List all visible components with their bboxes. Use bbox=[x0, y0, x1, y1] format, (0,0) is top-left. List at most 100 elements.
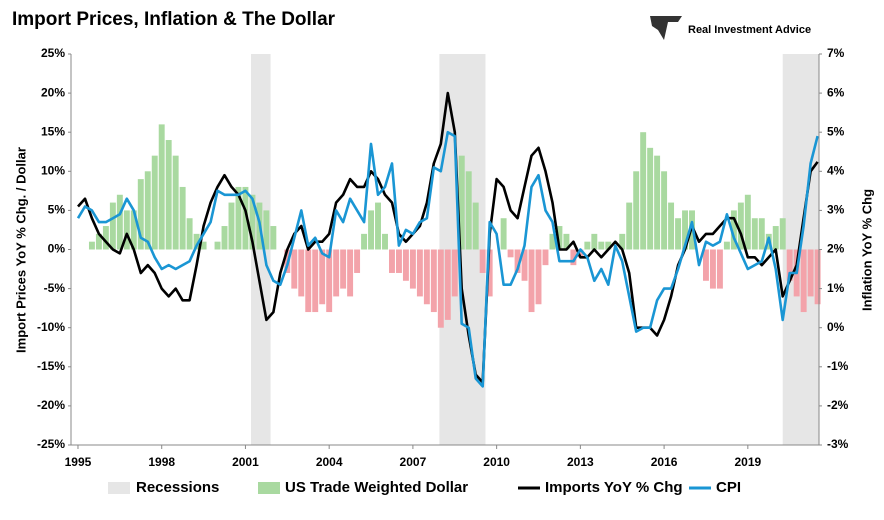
dollar-bar bbox=[326, 249, 333, 313]
dollar-bar bbox=[716, 249, 723, 289]
dollar-bar bbox=[249, 194, 256, 250]
dollar-bar bbox=[535, 249, 542, 305]
dollar-bar bbox=[214, 241, 221, 250]
legend-swatch bbox=[258, 482, 280, 494]
y-tick-label: 5% bbox=[48, 203, 66, 217]
dollar-bar bbox=[375, 202, 381, 250]
dollar-bar bbox=[486, 249, 493, 297]
dollar-bar bbox=[123, 210, 130, 250]
logo: Real Investment Advice bbox=[650, 16, 811, 40]
dollar-bar bbox=[291, 249, 298, 289]
dollar-bar bbox=[730, 210, 737, 250]
dollar-bar bbox=[737, 202, 744, 250]
dollar-bar bbox=[151, 155, 158, 250]
y-tick-label: -20% bbox=[37, 398, 65, 412]
dollar-bar bbox=[130, 210, 137, 250]
dollar-bar bbox=[500, 218, 507, 250]
dollar-bar bbox=[137, 179, 144, 250]
y2-tick-label: -2% bbox=[827, 398, 849, 412]
x-tick-label: 2010 bbox=[483, 455, 510, 469]
dollar-bar bbox=[647, 147, 654, 250]
dollar-bar bbox=[451, 249, 458, 297]
legend-label: Imports YoY % Chg bbox=[545, 479, 683, 496]
dollar-bar bbox=[437, 249, 444, 328]
y-tick-label: -5% bbox=[44, 281, 66, 295]
dollar-bar bbox=[605, 241, 612, 250]
y-tick-label: 0% bbox=[48, 242, 66, 256]
dollar-bar bbox=[584, 241, 591, 250]
dollar-bar bbox=[319, 249, 326, 305]
x-tick-label: 2019 bbox=[734, 455, 761, 469]
logo-icon bbox=[650, 16, 682, 40]
dollar-bar bbox=[661, 171, 668, 250]
dollar-bar bbox=[514, 249, 521, 273]
dollar-bar bbox=[158, 124, 165, 250]
x-tick-label: 2007 bbox=[400, 455, 427, 469]
dollar-bar bbox=[598, 241, 605, 250]
dollar-bar bbox=[779, 218, 786, 250]
dollar-bar bbox=[298, 249, 305, 297]
dollar-bar bbox=[354, 249, 361, 273]
dollar-bar bbox=[444, 249, 451, 320]
dollar-bar bbox=[430, 249, 437, 313]
dollar-bar bbox=[702, 249, 709, 281]
dollar-bar bbox=[640, 132, 647, 250]
x-tick-label: 1995 bbox=[65, 455, 92, 469]
y2-tick-label: 7% bbox=[827, 46, 845, 60]
dollar-bar bbox=[340, 249, 347, 289]
y-tick-label: -25% bbox=[37, 437, 65, 451]
dollar-bar bbox=[549, 233, 556, 250]
x-tick-label: 2001 bbox=[232, 455, 259, 469]
dollar-bar bbox=[165, 140, 172, 250]
y-tick-label: 25% bbox=[41, 46, 65, 60]
y-tick-label: -10% bbox=[37, 320, 65, 334]
plot-area bbox=[76, 54, 821, 445]
y2-tick-label: -1% bbox=[827, 359, 849, 373]
dollar-bar bbox=[88, 241, 95, 250]
y-tick-label: 20% bbox=[41, 85, 65, 99]
dollar-bar bbox=[521, 249, 528, 281]
dollar-bar bbox=[263, 210, 270, 250]
dollar-bar bbox=[682, 210, 688, 250]
dollar-bar bbox=[333, 249, 340, 297]
y2-axis-label: Inflation YoY % Chg bbox=[859, 189, 874, 311]
dollar-bar bbox=[479, 249, 486, 273]
dollar-bar bbox=[172, 155, 179, 250]
dollar-bar bbox=[95, 233, 102, 250]
dollar-bar bbox=[382, 233, 388, 250]
y-tick-label: -15% bbox=[37, 359, 65, 373]
dollar-bar bbox=[458, 155, 465, 250]
x-tick-label: 2016 bbox=[651, 455, 678, 469]
dollar-bar bbox=[409, 249, 416, 289]
legend-label: US Trade Weighted Dollar bbox=[285, 479, 468, 496]
dollar-bar bbox=[395, 249, 402, 273]
legend-swatch bbox=[108, 482, 130, 494]
dollar-bar bbox=[179, 186, 186, 250]
dollar-bar bbox=[305, 249, 312, 313]
dollar-bar bbox=[368, 210, 375, 250]
dollar-bar bbox=[416, 249, 423, 297]
dollar-bar bbox=[528, 249, 535, 313]
dollar-bar bbox=[423, 249, 430, 305]
dollar-bar bbox=[542, 249, 549, 266]
dollar-bar bbox=[619, 233, 626, 250]
dollar-bar bbox=[472, 202, 479, 250]
dollar-bar bbox=[758, 218, 765, 250]
dollar-bar bbox=[626, 202, 633, 250]
y2-tick-label: 0% bbox=[827, 320, 845, 334]
dollar-bar bbox=[772, 226, 779, 250]
dollar-bar bbox=[465, 171, 472, 250]
dollar-bar bbox=[347, 249, 354, 297]
y2-tick-label: 4% bbox=[827, 163, 845, 177]
y2-tick-label: 5% bbox=[827, 124, 845, 138]
y-tick-label: 10% bbox=[41, 163, 65, 177]
chart-title: Import Prices, Inflation & The Dollar bbox=[12, 9, 336, 30]
dollar-bar bbox=[800, 249, 807, 313]
x-tick-label: 2013 bbox=[567, 455, 594, 469]
dollar-bar bbox=[807, 249, 814, 297]
dollar-bar bbox=[228, 202, 235, 250]
dollar-bar bbox=[312, 249, 319, 313]
dollar-bar bbox=[193, 233, 200, 250]
dollar-bar bbox=[402, 249, 409, 281]
dollar-bar bbox=[242, 186, 249, 250]
